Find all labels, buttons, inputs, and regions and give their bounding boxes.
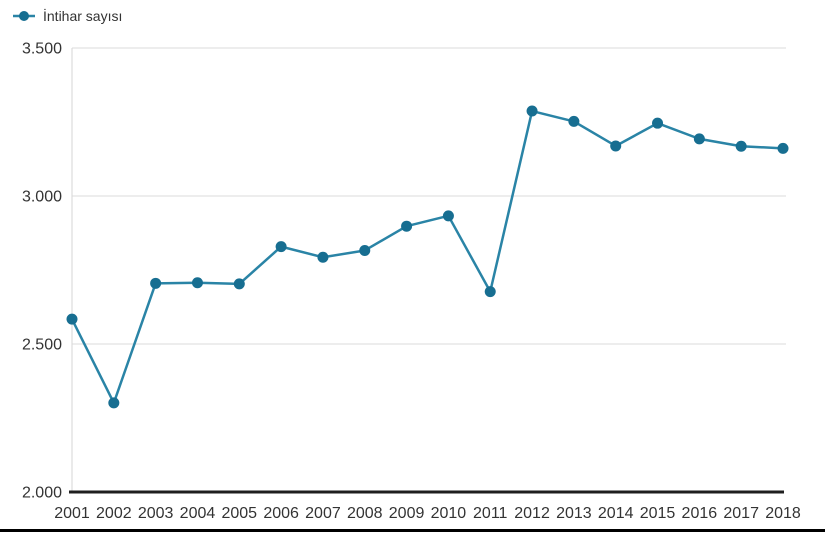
x-axis-tick-label: 2012 [514,505,550,522]
x-axis-tick-label: 2016 [682,505,718,522]
data-point [191,277,203,289]
legend-marker-icon [12,8,36,24]
series-line [70,109,784,405]
x-axis-tick-label: 2017 [723,505,759,522]
data-point [526,105,538,117]
x-axis-tick-label: 2006 [263,505,299,522]
bottom-border-line [0,529,825,532]
x-axis-tick-label: 2018 [765,505,801,522]
x-axis-tick-label: 2002 [96,505,132,522]
data-point [66,313,78,325]
data-point [359,244,371,256]
x-axis-tick-label: 2009 [389,505,425,522]
y-axis-tick-label: 3.000 [22,189,62,206]
data-point [401,220,413,232]
data-point [275,241,287,253]
x-axis-tick-label: 2007 [305,505,341,522]
x-axis-tick-label: 2011 [473,505,508,522]
x-axis-tick-label: 2003 [138,505,174,522]
x-axis-tick-label: 2010 [431,505,467,522]
data-point [317,251,329,263]
data-point [233,278,245,290]
data-point [484,286,496,298]
data-point [150,277,162,289]
x-axis-tick-label: 2013 [556,505,592,522]
y-axis-tick-label: 3.500 [22,41,62,58]
data-point [777,142,789,154]
x-axis-tick-label: 2004 [180,505,216,522]
x-axis-tick-label: 2001 [54,505,90,522]
y-axis-tick-label: 2.500 [22,337,62,354]
data-point [568,115,580,127]
data-point [735,140,747,152]
x-axis-tick-label: 2015 [640,505,676,522]
y-axis-tick-label: 2.000 [22,485,62,502]
x-axis-tick-label: 2008 [347,505,383,522]
legend-item[interactable]: İntihar sayısı [12,7,122,25]
data-point [693,133,705,145]
x-axis-tick-label: 2014 [598,505,634,522]
data-point [610,140,622,152]
x-axis-tick-label: 2005 [221,505,257,522]
data-point [442,210,454,222]
legend-label: İntihar sayısı [43,8,123,24]
data-point [652,117,664,129]
data-point [108,397,120,409]
